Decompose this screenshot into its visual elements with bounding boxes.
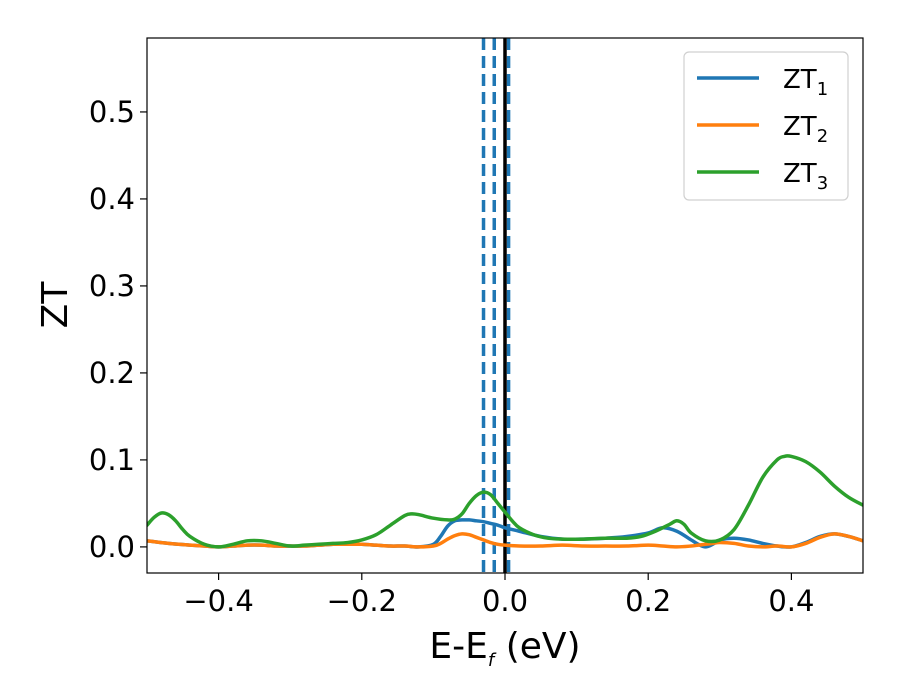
y-tick-label: 0.5 (89, 95, 135, 129)
series-line-3 (147, 454, 863, 549)
vertical-lines (481, 38, 511, 573)
x-axis-label: E-Ef (eV) (429, 626, 580, 671)
y-tick-label: 0.4 (89, 182, 135, 216)
x-tick-label: 0.4 (768, 584, 814, 618)
legend-label-2: ZT2 (783, 112, 828, 147)
y-axis-ticks: 0.0 0.1 0.2 0.3 0.4 0.5 (89, 95, 147, 564)
y-axis-label: ZT (35, 281, 76, 329)
x-tick-label: 0.2 (625, 584, 671, 618)
y-tick-label: 0.1 (89, 443, 135, 477)
x-axis-ticks: −0.4 −0.2 0.0 0.2 0.4 (183, 573, 814, 618)
y-tick-label: 0.2 (89, 356, 135, 390)
series-lines (147, 454, 863, 549)
legend-label-1: ZT1 (783, 65, 828, 100)
legend: ZT1 ZT2 ZT3 (683, 51, 849, 201)
y-tick-label: 0.3 (89, 269, 135, 303)
x-tick-label: −0.2 (327, 584, 397, 618)
x-tick-label: −0.4 (183, 584, 253, 618)
legend-label-3: ZT3 (783, 159, 828, 194)
legend-box (683, 51, 849, 201)
y-tick-label: 0.0 (89, 530, 135, 564)
x-tick-label: 0.0 (482, 584, 528, 618)
